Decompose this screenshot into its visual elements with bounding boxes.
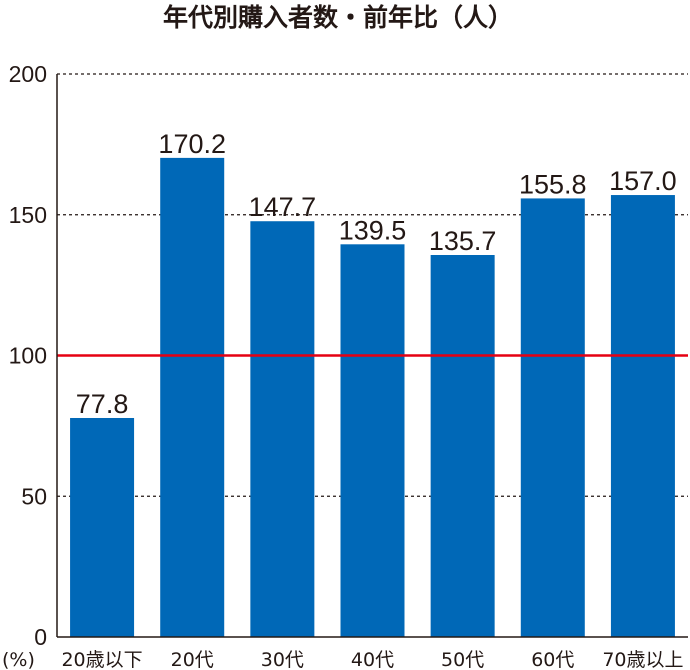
bar-4 <box>340 244 405 637</box>
value-label-3: 147.7 <box>249 192 317 222</box>
bars <box>70 157 675 638</box>
chart-title: 年代別購入者数・前年比（人） <box>163 3 513 32</box>
y-tick-label-50: 50 <box>21 483 47 509</box>
x-tick-label-5: 50代 <box>441 649 484 670</box>
value-label-2: 170.2 <box>158 129 226 159</box>
x-tick-label-2: 20代 <box>171 649 214 670</box>
x-tick-label-3: 30代 <box>261 649 304 670</box>
x-tick-labels: 20歳以下 20代 30代 40代 50代 60代 70歳以上 <box>61 649 683 670</box>
value-label-7: 157.0 <box>609 166 677 196</box>
axes <box>56 74 688 638</box>
bar-3 <box>250 221 315 638</box>
x-tick-label-4: 40代 <box>351 649 394 670</box>
bar-6 <box>520 198 585 637</box>
x-tick-label-7: 70歳以上 <box>602 649 683 670</box>
y-tick-label-200: 200 <box>9 61 47 87</box>
bar-2 <box>160 157 225 637</box>
bar-7 <box>610 195 675 638</box>
y-unit-label: (%) <box>2 649 35 670</box>
bar-5 <box>430 255 495 637</box>
x-tick-label-6: 60代 <box>531 649 574 670</box>
y-tick-label-0: 0 <box>34 624 47 650</box>
value-label-1: 77.8 <box>76 389 129 419</box>
y-tick-label-100: 100 <box>9 343 47 369</box>
y-tick-label-150: 150 <box>9 202 47 228</box>
value-labels: 77.8 170.2 147.7 139.5 135.7 155.8 157.0 <box>76 129 677 419</box>
y-tick-labels: 0 50 100 150 200 <box>9 61 47 650</box>
x-tick-label-1: 20歳以下 <box>61 649 142 670</box>
value-label-5: 135.7 <box>429 226 497 256</box>
value-label-6: 155.8 <box>519 169 587 199</box>
bar-1 <box>70 417 135 637</box>
value-label-4: 139.5 <box>339 215 407 245</box>
